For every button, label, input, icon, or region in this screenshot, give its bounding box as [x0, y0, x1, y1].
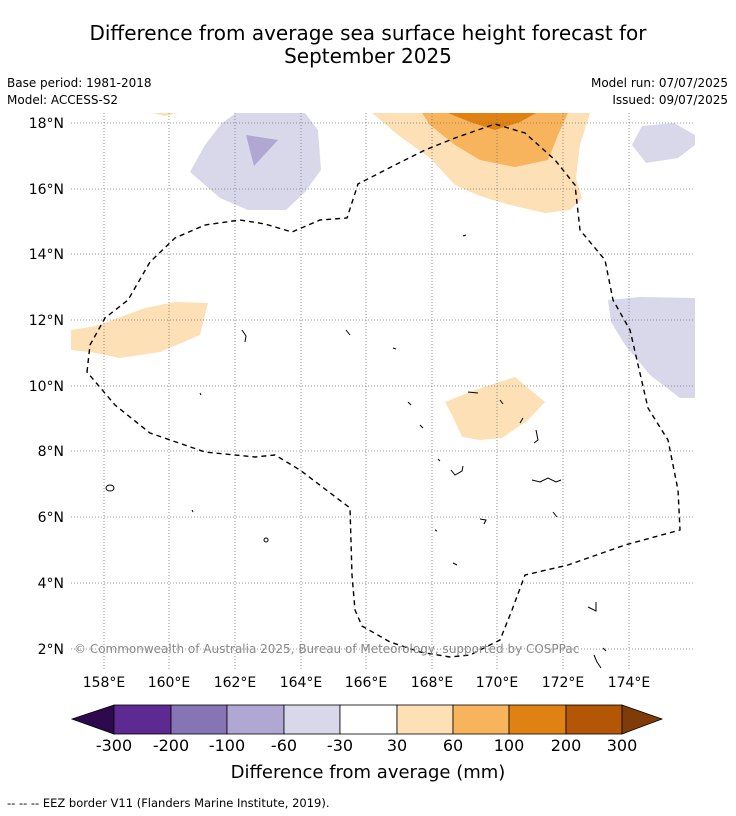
island-shape: [450, 465, 464, 476]
colorbar-tick: -100: [209, 736, 245, 755]
islands: [105, 234, 607, 669]
model-name: Model: ACCESS-S2: [7, 93, 119, 107]
island-shape: [519, 417, 524, 424]
lat-label: 18°N: [29, 116, 64, 132]
colorbar-tick: 200: [551, 736, 582, 755]
positive-anomaly-region-c: [445, 377, 545, 440]
lon-label: 166°E: [345, 675, 388, 691]
lon-label: 160°E: [148, 675, 191, 691]
island-shape: [587, 602, 597, 612]
island-shape: [462, 234, 467, 237]
lat-label: 4°N: [38, 576, 64, 592]
base-period: Base period: 1981-2018: [7, 76, 152, 90]
island-shape: [452, 562, 458, 566]
lon-label: 172°E: [542, 675, 585, 691]
island-shape: [392, 347, 397, 350]
lon-label: 170°E: [476, 675, 519, 691]
island-shape: [467, 391, 479, 394]
colorbar-tick: 60: [443, 736, 463, 755]
title-line-1: Difference from average sea surface heig…: [89, 21, 647, 45]
colorbar-segment: [113, 704, 172, 735]
colorbar-tick-labels: -300 -200 -100 -60 -30 30 60 100 200 300: [96, 736, 637, 755]
copyright-watermark: © Commonwealth of Australia 2025, Bureau…: [74, 642, 579, 656]
colorbar-extend-low: [70, 704, 115, 735]
lat-label: 16°N: [29, 182, 64, 198]
lat-label: 8°N: [38, 444, 64, 460]
issued-date: Issued: 09/07/2025: [612, 93, 728, 107]
island-shape: [593, 654, 602, 669]
lat-label: 12°N: [29, 313, 64, 329]
positive-anomaly-region-w: [71, 302, 208, 358]
colorbar-tick: -300: [96, 736, 132, 755]
island-shape: [479, 518, 487, 525]
lon-label: 168°E: [411, 675, 454, 691]
lat-label: 2°N: [38, 642, 64, 658]
eez-border-legend: -- -- -- EEZ border V11 (Flanders Marine…: [7, 796, 330, 810]
island-shape: [437, 458, 441, 462]
island-shape: [345, 329, 351, 336]
island-shape: [552, 511, 558, 518]
negative-anomaly-core-nw: [246, 135, 278, 166]
positive-anomaly-peak-n: [448, 113, 536, 130]
colorbar-tick: 30: [387, 736, 407, 755]
island-shape: [105, 484, 115, 492]
gridlines: [71, 113, 695, 669]
colorbar-segment: [170, 704, 228, 735]
title-line-2: September 2025: [284, 44, 452, 68]
positive-anomaly-core-n: [422, 113, 568, 167]
lat-label: 6°N: [38, 510, 64, 526]
map-title: Difference from average sea surface heig…: [0, 22, 736, 68]
negative-anomaly-region-e: [608, 297, 695, 398]
negative-anomaly-region-ne: [632, 123, 695, 163]
colorbar-segment: [508, 704, 567, 735]
positive-anomaly-spot: [152, 113, 178, 116]
colorbar-segment: [452, 704, 510, 735]
lon-tick-labels: 158°E 160°E 162°E 164°E 166°E 168°E 170°…: [83, 675, 651, 691]
island-shape: [531, 477, 562, 483]
island-shape: [533, 429, 539, 444]
island-shape: [241, 329, 247, 343]
colorbar-tick: 300: [607, 736, 638, 755]
model-run: Model run: 07/07/2025: [590, 76, 728, 90]
colorbar-tick: -60: [271, 736, 297, 755]
colorbar-segment: [396, 704, 454, 735]
eez-border: [86, 123, 681, 658]
lat-label: 14°N: [29, 247, 64, 263]
lat-tick-labels: 18°N 16°N 14°N 12°N 10°N 8°N 6°N 4°N 2°N: [29, 116, 64, 658]
island-shape: [419, 424, 424, 429]
lon-label: 162°E: [214, 675, 257, 691]
lon-label: 174°E: [608, 675, 651, 691]
map-area: © Commonwealth of Australia 2025, Bureau…: [71, 113, 695, 669]
island-shape: [199, 392, 202, 396]
anomaly-shading: [71, 113, 695, 440]
island-shape: [499, 399, 504, 405]
colorbar-tick: -200: [153, 736, 189, 755]
island-shape: [191, 509, 194, 513]
lon-label: 164°E: [280, 675, 323, 691]
colorbar-label: Difference from average (mm): [231, 762, 506, 783]
island-shape: [407, 401, 412, 406]
colorbar-segment: [283, 704, 341, 735]
colorbar-tick: 100: [494, 736, 525, 755]
colorbar-tick: -30: [327, 736, 353, 755]
meta-right: Model run: 07/07/2025 Issued: 09/07/2025: [591, 75, 728, 109]
island-shape: [602, 647, 607, 652]
colorbar: [70, 704, 664, 735]
island-shape: [434, 529, 438, 532]
colorbar-extend-high: [621, 704, 664, 735]
island-shape: [263, 537, 269, 543]
lon-label: 158°E: [83, 675, 126, 691]
colorbar-segment: [565, 704, 623, 735]
colorbar-segment: [339, 704, 398, 735]
meta-left: Base period: 1981-2018 Model: ACCESS-S2: [7, 75, 152, 109]
colorbar-segment: [226, 704, 285, 735]
lat-label: 10°N: [29, 379, 64, 395]
